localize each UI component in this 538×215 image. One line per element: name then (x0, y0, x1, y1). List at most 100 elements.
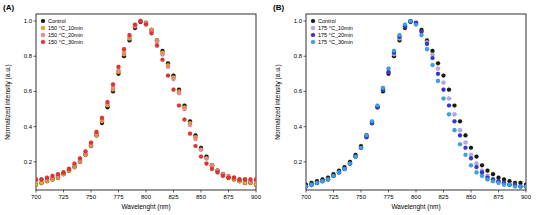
data-point (408, 19, 412, 23)
data-point (370, 119, 374, 123)
data-point (485, 169, 489, 173)
data-point (463, 140, 467, 144)
data-point (447, 112, 451, 116)
data-point (36, 177, 38, 181)
data-point (215, 170, 219, 174)
x-tick-label: 900 (251, 194, 262, 200)
data-point (56, 172, 60, 176)
data-point (193, 137, 197, 141)
data-point (463, 133, 467, 137)
data-point (403, 22, 407, 26)
data-point (507, 183, 511, 187)
figure: (A)7007257507758008258508759000.20.40.60… (0, 0, 538, 215)
x-tick (416, 190, 417, 193)
data-point (441, 74, 445, 78)
data-point (45, 176, 49, 180)
x-tick-label: 850 (196, 194, 207, 200)
data-point (39, 177, 43, 181)
data-point (474, 154, 478, 158)
legend: Control175 °C_10min175 °C_20min175 °C_30… (311, 18, 353, 45)
data-point (306, 184, 308, 188)
data-point (248, 177, 252, 181)
data-point (447, 103, 451, 107)
data-point (127, 33, 131, 37)
data-point (309, 183, 313, 187)
data-point (452, 103, 456, 107)
y-tick-label: 0.2 (294, 159, 303, 165)
data-point (67, 167, 71, 171)
data-point (419, 33, 423, 37)
data-point (447, 88, 451, 92)
x-tick (443, 190, 444, 193)
data-point (392, 49, 396, 53)
data-point (507, 183, 511, 187)
x-tick-label: 750 (86, 194, 97, 200)
data-point (359, 146, 363, 150)
data-point (452, 119, 456, 123)
x-tick (228, 190, 229, 193)
data-point (458, 133, 462, 137)
data-point (452, 112, 456, 116)
data-point (237, 177, 241, 181)
data-point (342, 167, 346, 171)
data-point (342, 167, 346, 171)
data-point (138, 19, 142, 23)
data-point (39, 177, 43, 181)
data-point (105, 100, 109, 104)
y-tick (304, 21, 307, 22)
data-point (138, 20, 142, 24)
x-tick-label: 750 (356, 194, 367, 200)
legend-marker (311, 40, 315, 44)
data-point (337, 170, 341, 174)
data-point (375, 103, 379, 107)
data-point (513, 184, 517, 188)
x-tick (361, 190, 362, 193)
x-tick (526, 190, 527, 193)
data-point (166, 74, 170, 78)
y-tick-label: 1.0 (24, 18, 33, 24)
x-tick (63, 190, 64, 193)
series (36, 19, 256, 187)
x-tick-label: 800 (411, 194, 422, 200)
data-point (364, 133, 368, 137)
data-point (441, 81, 445, 85)
data-point (160, 58, 164, 62)
legend-marker (311, 19, 315, 23)
data-point (353, 154, 357, 158)
y-tick-label: 0.6 (24, 88, 33, 94)
data-point (480, 174, 484, 178)
legend-label: Control (48, 18, 66, 24)
data-point (463, 146, 467, 150)
x-tick-label: 775 (113, 194, 124, 200)
x-tick (388, 190, 389, 193)
data-point (491, 179, 495, 183)
data-point (502, 183, 506, 187)
data-point (50, 174, 54, 178)
x-tick (471, 190, 472, 193)
data-point (61, 170, 65, 174)
data-point (436, 61, 440, 65)
data-point (237, 177, 241, 181)
data-point (320, 179, 324, 183)
data-point (122, 47, 126, 51)
plot-frame (36, 14, 256, 190)
data-point (353, 154, 357, 158)
x-tick-label: 825 (438, 194, 449, 200)
series (36, 20, 256, 187)
data-point (138, 19, 142, 23)
y-tick (34, 21, 37, 22)
data-point (447, 96, 451, 100)
data-point (348, 162, 352, 166)
data-point (441, 96, 445, 100)
x-tick (118, 190, 119, 193)
legend-label: 175 °C_10min (318, 25, 353, 31)
data-point (480, 163, 484, 167)
data-point (436, 72, 440, 76)
data-point (359, 146, 363, 150)
data-point (524, 184, 526, 188)
data-point (61, 170, 65, 174)
legend-label: Control (318, 18, 336, 24)
data-point (337, 170, 341, 174)
plot-area (36, 19, 256, 187)
y-tick (304, 91, 307, 92)
